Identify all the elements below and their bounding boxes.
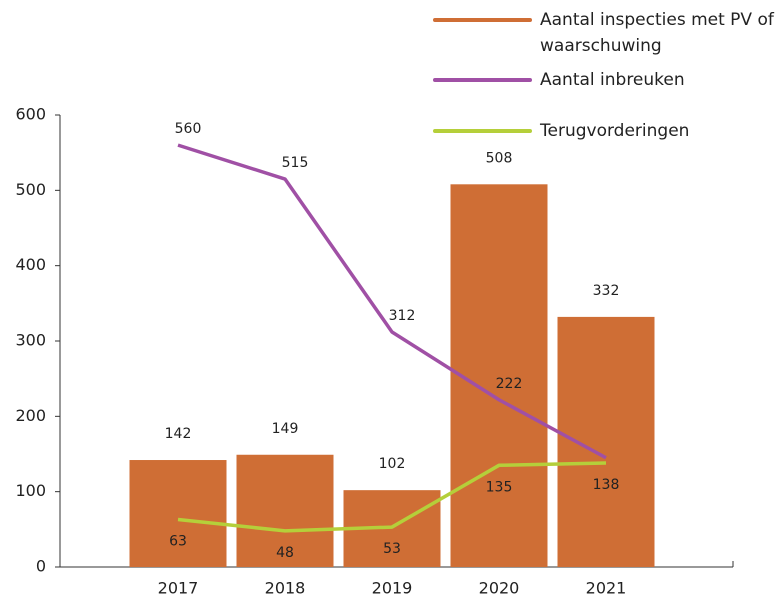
data-label: 63 [169, 534, 187, 550]
data-label: 222 [496, 376, 523, 392]
bar [129, 460, 227, 567]
data-label: 53 [383, 541, 401, 557]
x-tick-label: 2018 [265, 579, 306, 598]
bar [557, 316, 655, 567]
y-tick-label: 600 [15, 105, 46, 124]
data-label: 138 [593, 477, 620, 493]
bar-label: 508 [486, 150, 513, 166]
bar-label: 102 [379, 456, 406, 472]
data-label: 312 [389, 308, 416, 324]
data-label: 560 [175, 121, 202, 137]
line [177, 143, 607, 460]
y-tick-label: 500 [15, 180, 46, 199]
y-tick-label: 200 [15, 406, 46, 425]
bar-label: 332 [593, 283, 620, 299]
x-tick-label: 2020 [479, 579, 520, 598]
legend-label: Aantal inspecties met PV of waarschuwing [540, 10, 774, 56]
legend-label: Aantal inbreuken [540, 70, 685, 90]
x-tick-label: 2021 [586, 579, 627, 598]
y-tick-label: 0 [36, 557, 46, 576]
data-label: 48 [276, 545, 294, 561]
bar-label: 142 [165, 426, 192, 442]
line [177, 461, 607, 533]
x-tick-label: 2019 [372, 579, 413, 598]
x-tick-label: 2017 [158, 579, 199, 598]
legend-label: Terugvorderingen [540, 121, 690, 141]
y-tick-label: 400 [15, 255, 46, 274]
y-tick-label: 100 [15, 481, 46, 500]
bar-label: 149 [272, 421, 299, 437]
data-label: 515 [282, 155, 309, 171]
y-tick-label: 300 [15, 331, 46, 350]
bar [450, 184, 548, 567]
data-label: 135 [486, 479, 513, 495]
bar [236, 454, 334, 567]
